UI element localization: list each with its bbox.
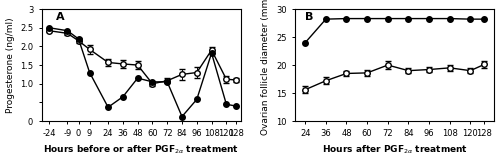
Y-axis label: Progesterone (ng/ml): Progesterone (ng/ml) [6, 17, 15, 113]
X-axis label: Hours before or after PGF$_{2\alpha}$ treatment: Hours before or after PGF$_{2\alpha}$ tr… [44, 144, 240, 156]
Y-axis label: Ovarian follicle diameter (mm): Ovarian follicle diameter (mm) [262, 0, 270, 135]
Text: B: B [305, 12, 313, 22]
X-axis label: Hours after PGF$_{2\alpha}$ treatment: Hours after PGF$_{2\alpha}$ treatment [322, 144, 468, 156]
Text: A: A [56, 12, 64, 22]
